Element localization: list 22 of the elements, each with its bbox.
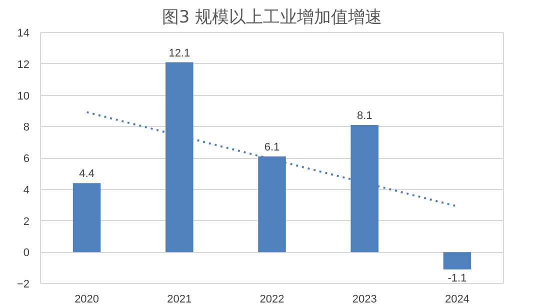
- x-tick-label: 2021: [167, 294, 192, 306]
- data-label: 8.1: [356, 110, 372, 122]
- y-tick-label: 4: [23, 184, 30, 196]
- y-tick-label: −2: [16, 278, 30, 290]
- data-label: 6.1: [264, 141, 280, 154]
- y-tick-label: 2: [23, 216, 30, 228]
- bar: [443, 252, 472, 270]
- x-tick-label: 2023: [352, 294, 377, 306]
- y-tick-label: 14: [17, 28, 30, 40]
- chart-title: 图3 规模以上工业增加值增速: [162, 8, 382, 28]
- data-label: 4.4: [79, 168, 94, 180]
- x-tick-label: 2022: [260, 294, 284, 306]
- y-tick-label: 10: [17, 90, 30, 102]
- y-tick-label: 12: [17, 58, 30, 71]
- y-tick-label: 6: [23, 153, 30, 165]
- data-label: 12.1: [168, 47, 190, 60]
- data-label: -1.1: [448, 272, 467, 284]
- y-tick-label: 8: [23, 122, 30, 134]
- y-tick-label: 0: [23, 247, 30, 260]
- x-tick-label: 2020: [74, 294, 100, 306]
- x-tick-label: 2024: [444, 294, 470, 306]
- bar: [72, 183, 101, 252]
